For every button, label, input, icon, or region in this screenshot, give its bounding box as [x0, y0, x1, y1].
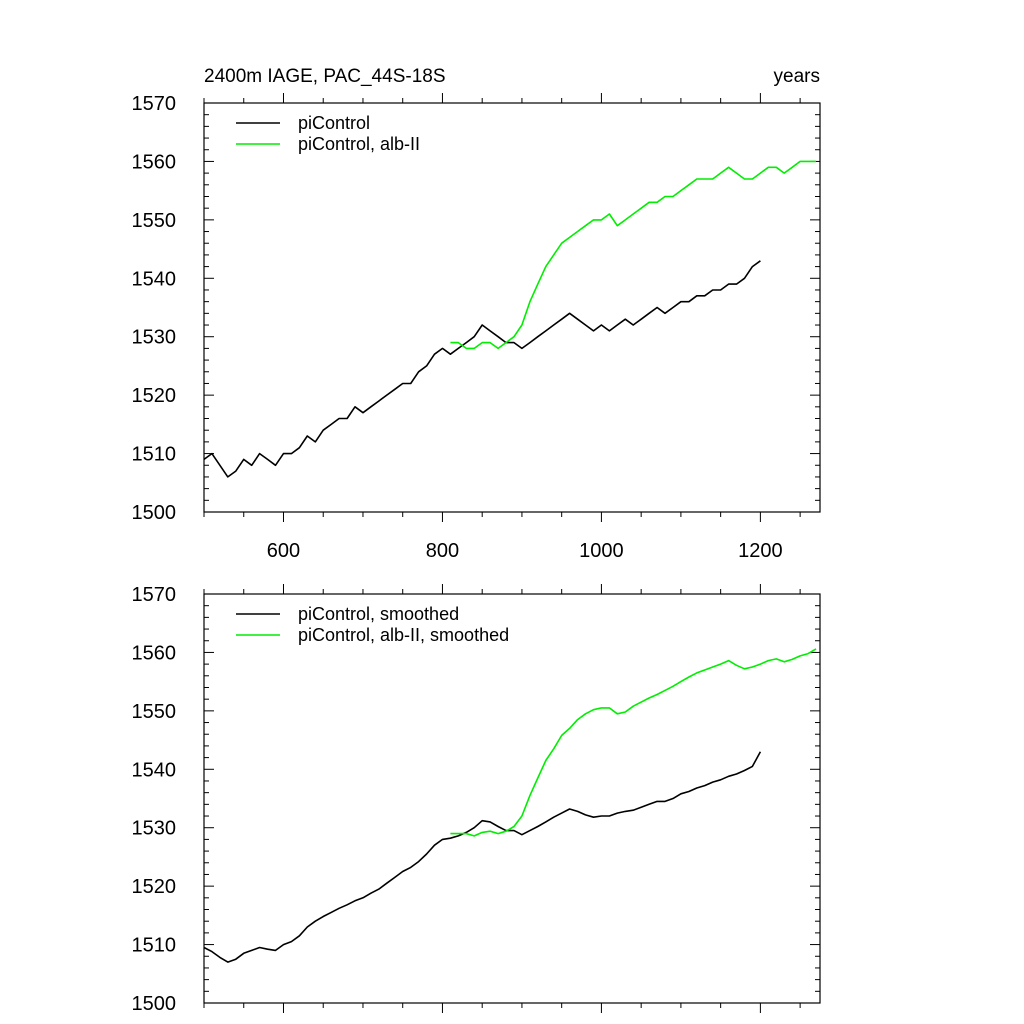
y-tick-label: 1560 — [132, 642, 177, 664]
units-label: years — [774, 66, 820, 87]
legend-label: piControl, smoothed — [298, 604, 459, 624]
y-tick-label: 1550 — [132, 701, 177, 723]
y-tick-label: 1550 — [132, 210, 177, 232]
legend-label: piControl, alb-II, smoothed — [298, 625, 509, 645]
y-tick-label: 1530 — [132, 818, 177, 840]
legend-label: piControl — [298, 113, 370, 133]
chart-title: 2400m IAGE, PAC_44S-18S — [204, 66, 446, 87]
y-tick-label: 1500 — [132, 993, 177, 1015]
plot-frame — [203, 102, 821, 513]
series-line-picontrol — [203, 751, 762, 963]
y-tick-label: 1540 — [132, 268, 177, 290]
series-line-picontrol-alb-ii — [450, 160, 816, 350]
y-tick-label: 1530 — [132, 327, 177, 349]
x-tick-label: 1200 — [738, 540, 783, 562]
y-tick-label: 1560 — [132, 151, 177, 173]
y-tick-label: 1520 — [132, 385, 177, 407]
chart-panel-top: 2400m IAGE, PAC_44S-18S years 1500 1510 15… — [132, 66, 821, 562]
x-tick-label: 1000 — [579, 540, 624, 562]
y-tick-label: 1510 — [132, 444, 177, 466]
y-tick-label: 1570 — [132, 93, 177, 115]
y-tick-label: 1500 — [132, 502, 177, 524]
y-tick-label: 1570 — [132, 584, 177, 606]
y-tick-label: 1540 — [132, 759, 177, 781]
series-line-picontrol-alb-ii — [450, 648, 817, 837]
y-tick-label: 1510 — [132, 935, 177, 957]
y-tick-label: 1520 — [132, 876, 177, 898]
x-tick-label: 800 — [426, 540, 459, 562]
plot-frame — [203, 593, 821, 1004]
legend-label: piControl, alb-II — [298, 134, 420, 154]
x-tick-label: 600 — [267, 540, 300, 562]
series-line-picontrol — [203, 260, 761, 478]
chart-panel-bottom: 1500 1510 1520 1530 1540 1550 1560 1570 piContro… — [132, 584, 821, 1015]
